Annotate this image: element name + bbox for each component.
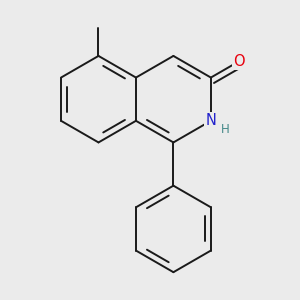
Text: N: N [206, 113, 216, 128]
Text: O: O [233, 54, 245, 69]
Text: H: H [221, 122, 230, 136]
